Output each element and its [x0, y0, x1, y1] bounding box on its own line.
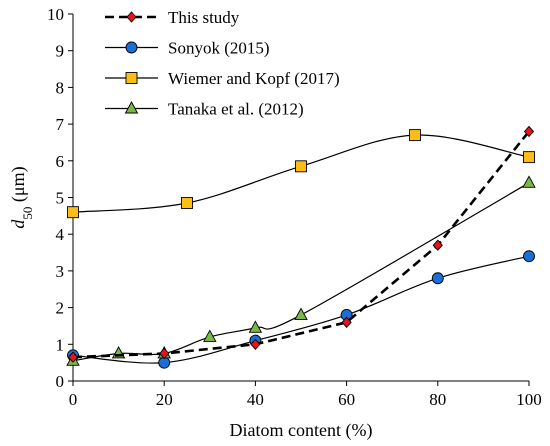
data-point — [409, 129, 421, 142]
data-point — [181, 197, 193, 209]
legend-marker — [125, 72, 138, 84]
x-tick-label: 0 — [69, 390, 78, 409]
legend-label: This study — [168, 8, 240, 27]
data-point — [341, 316, 352, 328]
y-tick-label: 1 — [56, 335, 65, 354]
data-point — [67, 351, 79, 363]
x-tick-label: 40 — [247, 390, 264, 409]
series-line — [72, 255, 530, 364]
y-tick-label: 6 — [56, 152, 65, 171]
legend-label: Wiemer and Kopf (2017) — [168, 69, 340, 88]
legend-entry: Sonyok (2015) — [105, 39, 270, 58]
y-tick-label: 10 — [47, 5, 64, 24]
y-axis-title-unit: (μm) — [8, 166, 29, 206]
data-point — [431, 272, 444, 285]
x-tick-label: 80 — [429, 390, 446, 409]
series-line — [72, 130, 531, 359]
y-tick-label: 2 — [56, 299, 65, 318]
data-point — [248, 320, 263, 333]
series-line — [72, 134, 530, 213]
data-point — [523, 151, 535, 164]
data-point — [295, 160, 307, 173]
y-tick-label: 8 — [56, 78, 65, 97]
x-tick-label: 100 — [516, 390, 542, 409]
legend-entry: This study — [105, 8, 240, 27]
data-point — [203, 329, 217, 342]
y-axis-title-sub: 50 — [20, 207, 35, 220]
y-tick-label: 7 — [56, 115, 65, 134]
legend-entry: Tanaka et al. (2012) — [105, 100, 304, 119]
legend-marker — [124, 101, 139, 114]
y-axis-title: d50 (μm) — [8, 166, 35, 228]
data-point — [294, 307, 308, 320]
series-diamond — [67, 125, 535, 363]
y-axis-title-main: d — [8, 219, 28, 229]
x-axis-title: Diatom content (%) — [230, 420, 373, 441]
data-point — [159, 347, 170, 360]
legend-marker — [125, 41, 138, 54]
y-tick-label: 0 — [56, 372, 65, 391]
data-point — [523, 125, 535, 138]
legend-label: Tanaka et al. (2012) — [168, 100, 304, 119]
x-tick-label: 20 — [156, 390, 173, 409]
legend-label: Sonyok (2015) — [168, 39, 270, 58]
data-point — [432, 239, 443, 251]
legend: This study Sonyok (2015) Wiemer and Kopf (… — [105, 8, 340, 119]
data-point — [523, 250, 535, 263]
legend-entry: Wiemer and Kopf (2017) — [105, 69, 340, 88]
series-layer — [66, 125, 536, 369]
series-square — [67, 129, 535, 219]
data-point — [250, 338, 261, 350]
y-tick-label: 9 — [56, 42, 65, 61]
series-line — [72, 182, 530, 362]
y-tick-label: 4 — [56, 225, 65, 244]
y-tick-label: 3 — [56, 262, 65, 281]
y-tick-label: 5 — [56, 189, 65, 208]
x-tick-label: 60 — [338, 390, 355, 409]
data-point — [67, 206, 79, 219]
data-point — [522, 175, 536, 188]
legend-marker — [126, 11, 137, 23]
